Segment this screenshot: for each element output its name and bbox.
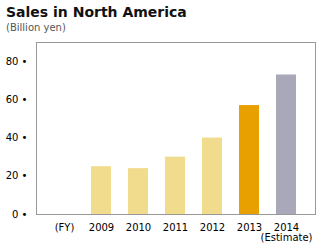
svg-text:2009: 2009: [89, 222, 114, 233]
svg-text:2013: 2013: [237, 222, 262, 233]
svg-text:2014(Estimate): 2014(Estimate): [261, 222, 313, 243]
svg-text:40 •: 40 •: [6, 132, 28, 143]
svg-text:60 •: 60 •: [6, 94, 28, 105]
svg-text:80 •: 80 •: [6, 56, 28, 67]
svg-text:2010: 2010: [126, 222, 151, 233]
svg-text:2011: 2011: [163, 222, 188, 233]
svg-text:20 •: 20 •: [6, 170, 28, 181]
svg-text:0 •: 0 •: [12, 209, 27, 220]
html-text:(Billion yen): (Billion yen): [6, 22, 66, 33]
svg-text:2012: 2012: [200, 222, 225, 233]
html-text:Sales in North America: Sales in North America: [6, 4, 187, 20]
svg-text:(FY): (FY): [55, 222, 75, 233]
